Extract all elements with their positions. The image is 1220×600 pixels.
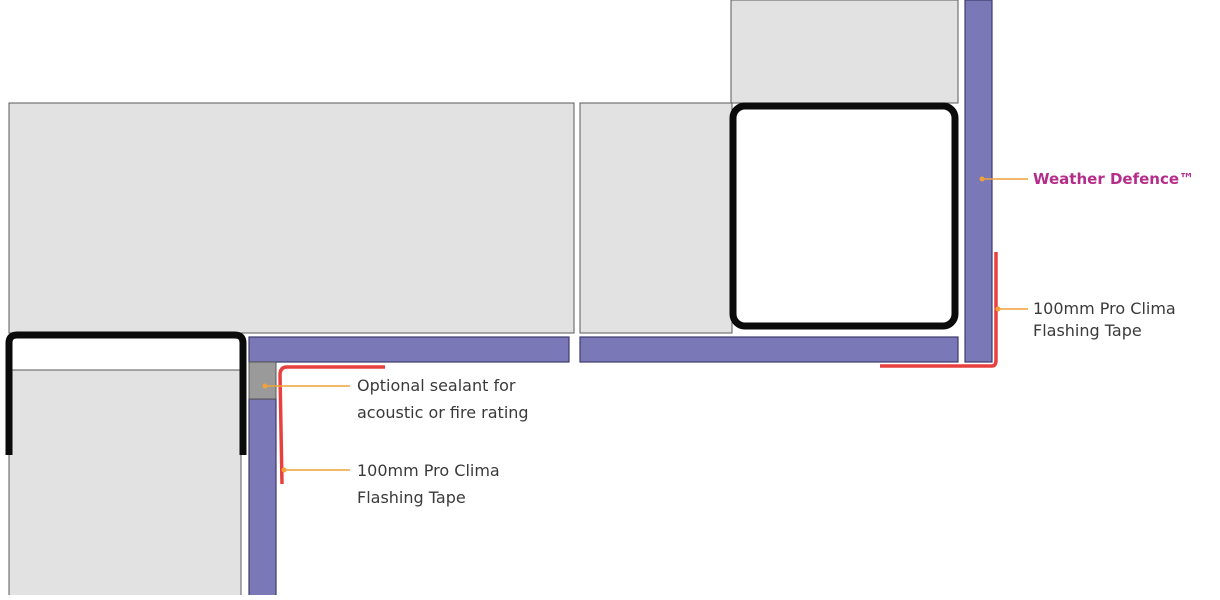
label-sealant-line2: acoustic or fire rating	[357, 403, 529, 422]
white-cap-bottom-left	[8, 336, 242, 371]
steel-frame-left	[5, 331, 247, 455]
leader-tape-right	[995, 306, 1028, 312]
purple-board-horizontal-left	[248, 336, 570, 363]
purple-board-vertical-right	[964, 0, 993, 363]
label-tape-left-line2: Flashing Tape	[357, 488, 466, 507]
flashing-tape-right	[880, 252, 998, 368]
grey-panel-left	[8, 102, 575, 334]
purple-board-horizontal-right	[579, 336, 959, 363]
label-weather-defence: Weather Defence™	[1033, 170, 1195, 188]
leader-weather-defence	[979, 176, 1028, 182]
grey-panel-top	[730, 0, 959, 104]
leader-sealant	[262, 383, 350, 389]
label-sealant-line1: Optional sealant for	[357, 376, 516, 395]
grey-panel-bottom-left	[8, 369, 242, 600]
label-tape-left-line1: 100mm Pro Clima	[357, 461, 500, 480]
steel-frame-right	[729, 102, 959, 330]
sealant-block	[248, 361, 277, 400]
flashing-tape-left	[278, 365, 385, 485]
leader-tape-left	[281, 467, 350, 473]
label-tape-right-line1: 100mm Pro Clima	[1033, 299, 1176, 318]
label-tape-right-line2: Flashing Tape	[1033, 321, 1142, 340]
purple-board-vertical-left	[248, 398, 277, 600]
grey-panel-right	[579, 102, 733, 334]
